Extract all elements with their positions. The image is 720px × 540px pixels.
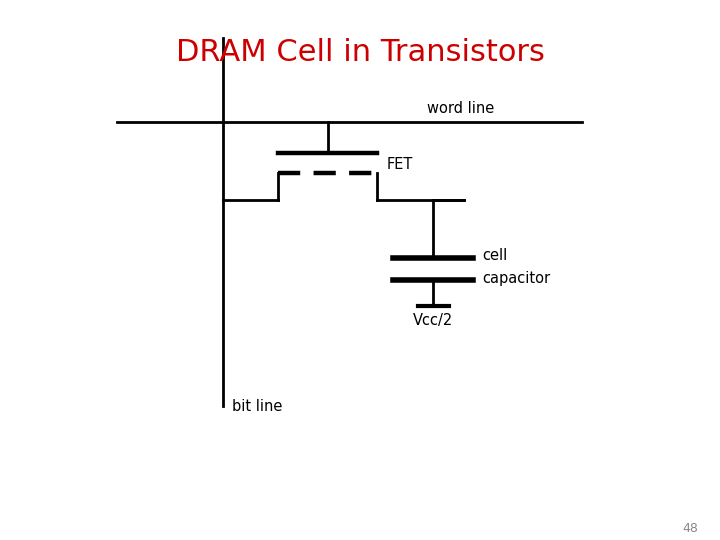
Text: Vcc/2: Vcc/2 [413,313,454,328]
Text: cell: cell [482,248,508,263]
Text: word line: word line [427,101,494,116]
Text: capacitor: capacitor [482,271,551,286]
Text: FET: FET [387,157,413,172]
Text: 48: 48 [683,522,698,535]
Text: bit line: bit line [232,399,282,414]
Text: DRAM Cell in Transistors: DRAM Cell in Transistors [176,38,544,67]
